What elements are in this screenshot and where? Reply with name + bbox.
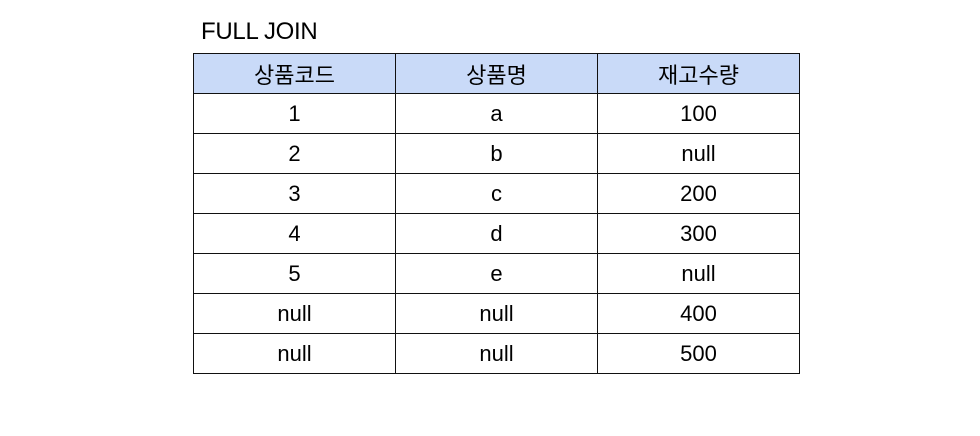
cell-product-name: null <box>395 293 598 334</box>
table-row: null null 500 <box>193 333 800 374</box>
table-row: 5 e null <box>193 253 800 294</box>
cell-product-code: 2 <box>193 133 396 174</box>
cell-stock-quantity: 100 <box>597 93 800 134</box>
table-row: 4 d 300 <box>193 213 800 254</box>
table-row: 2 b null <box>193 133 800 174</box>
table-row: null null 400 <box>193 293 800 334</box>
cell-product-code: 4 <box>193 213 396 254</box>
cell-product-code: 3 <box>193 173 396 214</box>
cell-product-code: 5 <box>193 253 396 294</box>
cell-stock-quantity: null <box>597 133 800 174</box>
cell-stock-quantity: 400 <box>597 293 800 334</box>
table-header-row: 상품코드 상품명 재고수량 <box>193 53 800 94</box>
cell-product-name: c <box>395 173 598 214</box>
table-row: 1 a 100 <box>193 93 800 134</box>
column-header-product-code: 상품코드 <box>193 53 396 94</box>
cell-stock-quantity: 200 <box>597 173 800 214</box>
cell-product-code: 1 <box>193 93 396 134</box>
cell-product-name: null <box>395 333 598 374</box>
cell-product-code: null <box>193 293 396 334</box>
cell-product-code: null <box>193 333 396 374</box>
cell-stock-quantity: 500 <box>597 333 800 374</box>
column-header-product-name: 상품명 <box>395 53 598 94</box>
full-join-table: 상품코드 상품명 재고수량 1 a 100 2 b null 3 c 200 4… <box>193 53 800 374</box>
cell-product-name: e <box>395 253 598 294</box>
column-header-stock-quantity: 재고수량 <box>597 53 800 94</box>
cell-product-name: b <box>395 133 598 174</box>
table-title: FULL JOIN <box>201 18 318 45</box>
table-row: 3 c 200 <box>193 173 800 214</box>
cell-stock-quantity: 300 <box>597 213 800 254</box>
cell-stock-quantity: null <box>597 253 800 294</box>
cell-product-name: a <box>395 93 598 134</box>
cell-product-name: d <box>395 213 598 254</box>
